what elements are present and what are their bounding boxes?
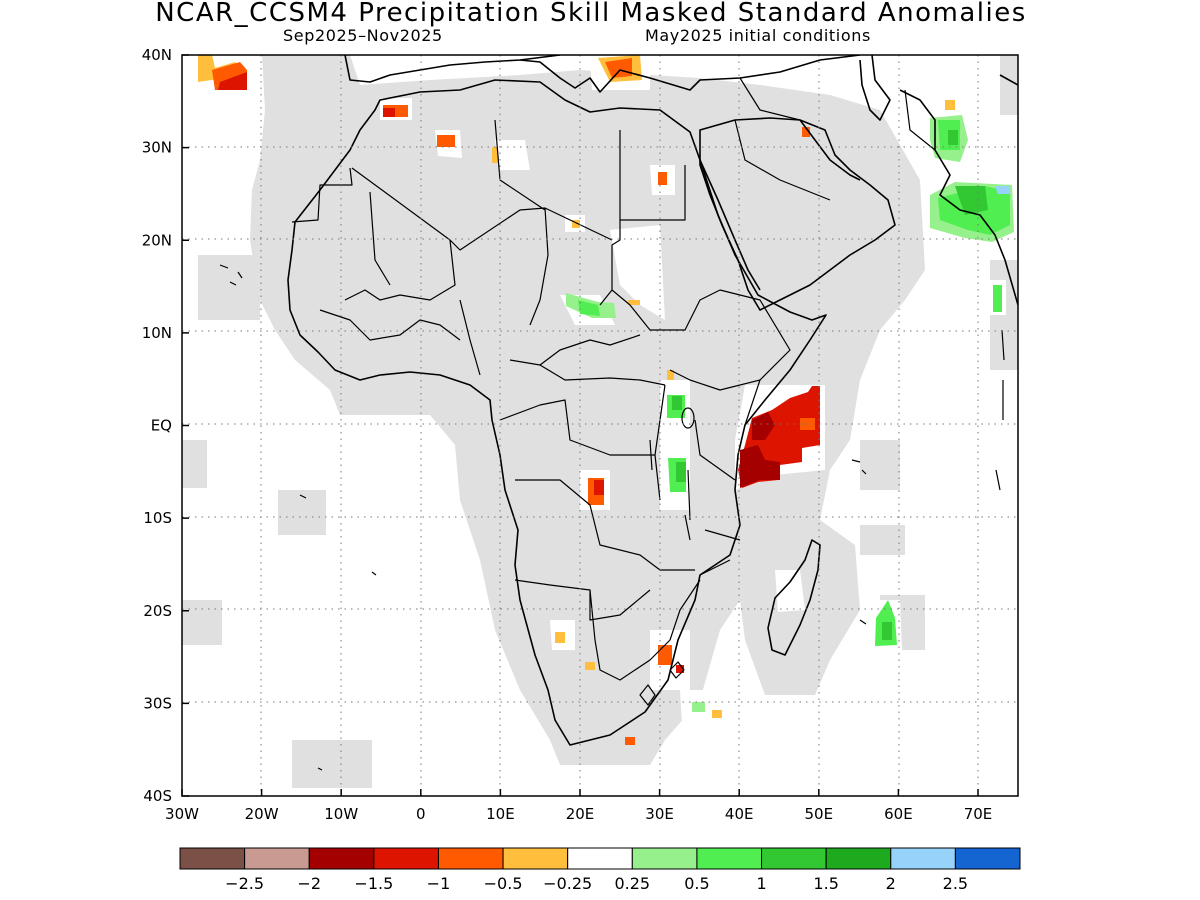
masked-region xyxy=(182,55,1018,788)
country-borders xyxy=(291,77,936,706)
colorbar-label: −0.5 xyxy=(484,874,523,893)
graticule xyxy=(182,55,1018,796)
lon-tick-label: 60E xyxy=(884,805,913,823)
arabia-coastline xyxy=(699,117,896,311)
anomaly-patches xyxy=(198,55,1014,745)
lakes-and-islands xyxy=(219,264,1005,771)
colorbar-swatch xyxy=(567,847,633,870)
lat-tick-label: 30N xyxy=(142,139,172,157)
lon-tick-label: 0 xyxy=(416,805,426,823)
coastlines xyxy=(287,55,1018,746)
lon-tick-label: 50E xyxy=(805,805,834,823)
colorbar-swatch xyxy=(761,847,827,870)
colorbar-swatch xyxy=(825,847,892,870)
colorbar-swatch xyxy=(890,847,956,870)
colorbar-swatch xyxy=(244,847,310,870)
lat-tick-label: 30S xyxy=(143,694,172,712)
colorbar-label: −1 xyxy=(427,874,451,893)
colorbar-label: 1 xyxy=(756,874,766,893)
longitude-axis: 30W 20W 10W 0 10E 20E 30E 40E 50E 60E 70E xyxy=(165,789,992,823)
lat-tick-label: 20N xyxy=(142,231,172,249)
lon-tick-label: 70E xyxy=(964,805,993,823)
lon-tick-label: 40E xyxy=(725,805,754,823)
colorbar-label: 0.25 xyxy=(614,874,650,893)
colorbar-swatch xyxy=(502,847,569,870)
europe-coastline xyxy=(344,55,861,93)
lon-tick-label: 20W xyxy=(245,805,279,823)
lat-tick-label: 10N xyxy=(142,324,172,342)
colorbar-label: 2 xyxy=(886,874,896,893)
caspian-coastline xyxy=(859,55,891,121)
latitude-axis: 40N 30N 20N 10N EQ 10S 20S 30S 40S xyxy=(142,46,189,805)
colorbar-swatch xyxy=(308,847,375,870)
map-title: NCAR_CCSM4 Precipitation Skill Masked St… xyxy=(155,0,1027,28)
lon-tick-label: 30E xyxy=(645,805,674,823)
persian-gulf xyxy=(799,119,861,181)
madagascar-coastline xyxy=(767,539,821,656)
colorbar-swatch xyxy=(696,847,763,870)
lon-tick-label: 10W xyxy=(324,805,358,823)
lat-tick-label: 20S xyxy=(143,602,172,620)
colorbar-label: −2.5 xyxy=(225,874,264,893)
red-sea xyxy=(699,159,761,291)
colorbar-label: 0.5 xyxy=(684,874,709,893)
lon-tick-label: 30W xyxy=(165,805,199,823)
season-subtitle: Sep2025–Nov2025 xyxy=(283,26,443,45)
colorbar-swatch xyxy=(179,847,246,870)
colorbar-swatch xyxy=(954,847,1021,870)
colorbar: −2.5 −2 −1.5 −1 −0.5 −0.25 0.25 0.5 1 1.5 2 2.5 xyxy=(179,847,1021,893)
lat-tick-label: 40S xyxy=(143,787,172,805)
colorbar-swatch xyxy=(631,847,698,870)
init-conditions-subtitle: May2025 initial conditions xyxy=(645,26,871,45)
colorbar-label: −2 xyxy=(297,874,321,893)
colorbar-swatch xyxy=(437,847,504,870)
colorbar-label: 1.5 xyxy=(813,874,838,893)
south-asia-coastline xyxy=(899,74,1018,306)
lat-tick-label: 40N xyxy=(142,46,172,64)
colorbar-swatch xyxy=(373,847,439,870)
map-plot-area xyxy=(182,55,1018,796)
colorbar-label: −0.25 xyxy=(543,874,592,893)
lat-tick-label: EQ xyxy=(151,417,172,435)
lat-tick-label: 10S xyxy=(143,509,172,527)
africa-coastline xyxy=(287,79,827,746)
colorbar-label: −1.5 xyxy=(354,874,393,893)
lon-tick-label: 10E xyxy=(486,805,515,823)
colorbar-label: 2.5 xyxy=(943,874,968,893)
lon-tick-label: 20E xyxy=(566,805,595,823)
